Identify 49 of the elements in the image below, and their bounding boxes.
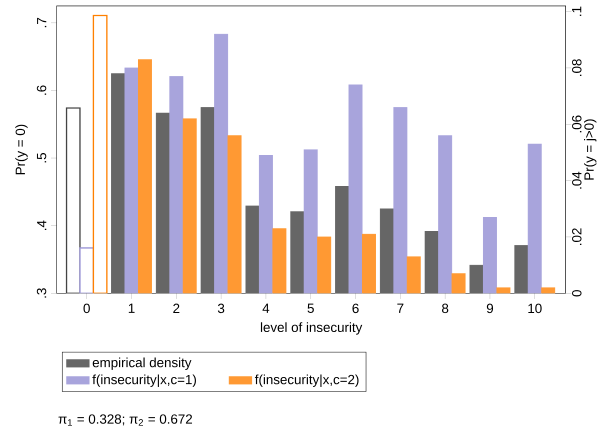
bar [452, 273, 466, 294]
bar [138, 59, 152, 294]
y-tick-label: .4 [37, 220, 46, 230]
x-tick-label: 8 [442, 304, 448, 314]
legend-label: f(insecurity|x,c=1) [92, 374, 196, 387]
y2-tick-label: .04 [572, 172, 582, 189]
bar [406, 256, 421, 294]
y2-tick-label: .06 [572, 116, 582, 132]
x-tick-label: 0 [84, 304, 90, 314]
bar [182, 118, 197, 294]
x-tick-label: 3 [218, 304, 224, 314]
y-tick-label: .7 [37, 18, 46, 28]
bar [214, 34, 228, 294]
legend-label: f(insecurity|x,c=2) [254, 374, 359, 387]
y-tick-label: .3 [36, 288, 46, 298]
y2-tick-label: .02 [572, 228, 582, 245]
bar [304, 149, 318, 294]
bar [362, 234, 376, 294]
y2-tick-label: 0 [572, 290, 582, 296]
x-tick-label: 6 [352, 304, 359, 314]
bar [348, 84, 363, 294]
x-tick-label: 7 [397, 304, 404, 313]
bar [228, 135, 242, 294]
bar [317, 236, 332, 294]
y-tick-label: .5 [36, 153, 46, 162]
x-tick-label: 10 [528, 304, 542, 314]
bar [258, 154, 273, 294]
text: π$_{1}$ = 0.328; π$_{2}$ = 0.672 [58, 414, 192, 426]
bar [541, 287, 556, 294]
x-tick-label: 1 [128, 304, 135, 313]
y2-tick-label: .1 [572, 6, 582, 16]
bar [528, 144, 542, 294]
x-tick-label: 2 [173, 304, 180, 313]
y2-tick-label: .08 [572, 59, 582, 76]
bar [482, 216, 497, 294]
y-axis-title: Pr(y = 0) [15, 124, 28, 174]
bar [124, 68, 138, 294]
x-tick-label: 5 [308, 304, 314, 313]
bar [272, 228, 286, 294]
x-axis-title: level of insecurity [260, 322, 362, 335]
bar [438, 135, 452, 294]
y2-axis-title: Pr(y = j>0) [584, 119, 596, 180]
legend-label: empirical density [92, 357, 192, 370]
y-tick-label: .6 [36, 85, 46, 95]
x-tick-label: 9 [486, 304, 494, 314]
bar [496, 287, 510, 294]
x-tick-label: 4 [262, 304, 270, 313]
bar [169, 76, 184, 294]
bar [393, 107, 408, 294]
